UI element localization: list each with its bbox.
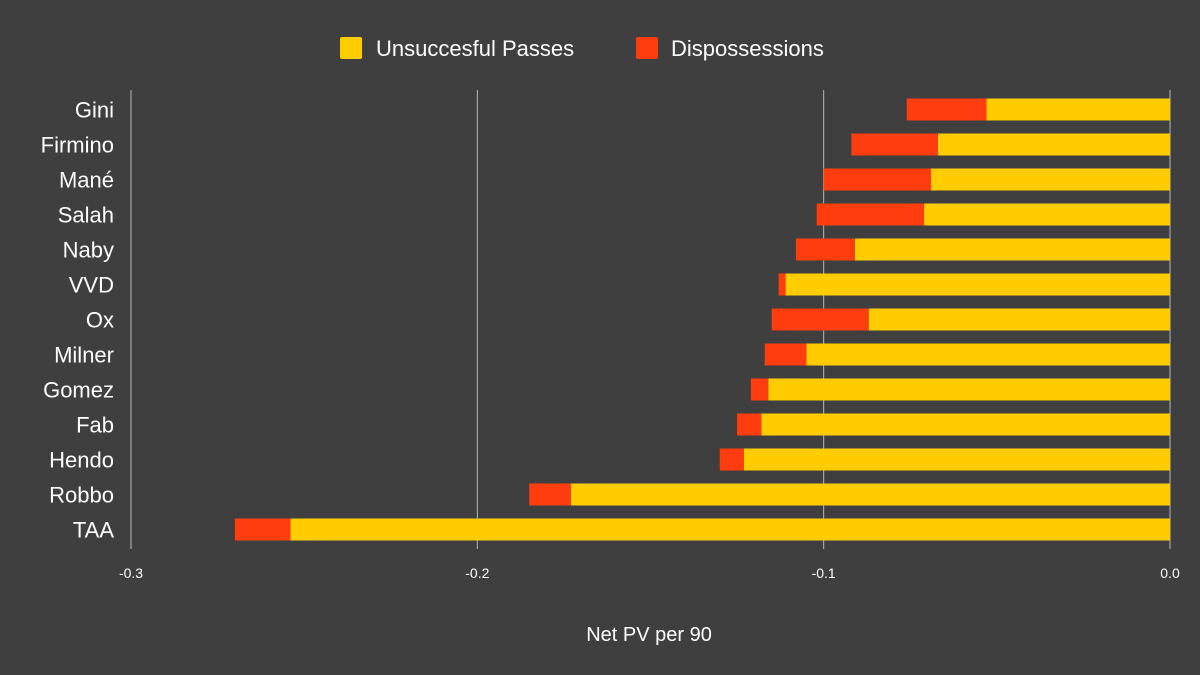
bar-dispossessions: [851, 133, 938, 156]
bars: [234, 98, 1170, 541]
bar-dispossessions: [737, 413, 762, 436]
category-label: Hendo: [49, 448, 114, 473]
category-label: Salah: [58, 203, 114, 228]
bar-unsuccessful-passes: [931, 168, 1170, 191]
bar-dispossessions: [529, 483, 571, 506]
x-tick-label: -0.3: [119, 565, 143, 581]
bar-dispossessions: [795, 238, 855, 261]
bar-dispossessions: [750, 378, 769, 401]
bar-unsuccessful-passes: [854, 238, 1170, 261]
bar-unsuccessful-passes: [806, 343, 1170, 366]
bar-unsuccessful-passes: [868, 308, 1170, 331]
category-label: Mané: [59, 168, 114, 193]
category-label: Gini: [75, 98, 114, 123]
x-axis-title: Net PV per 90: [586, 624, 712, 646]
category-label: TAA: [73, 518, 114, 543]
category-label: Gomez: [43, 378, 114, 403]
bar-dispossessions: [816, 203, 925, 226]
category-label: Firmino: [41, 133, 114, 158]
x-tick-label: -0.1: [812, 565, 836, 581]
bar-dispossessions: [823, 168, 932, 191]
bar-unsuccessful-passes: [761, 413, 1170, 436]
bar-dispossessions: [771, 308, 869, 331]
legend-label: Unsuccesful Passes: [376, 36, 574, 61]
bar-dispossessions: [764, 343, 807, 366]
category-label: VVD: [69, 273, 114, 298]
bar-unsuccessful-passes: [785, 273, 1170, 296]
bar-dispossessions: [719, 448, 745, 471]
bar-dispossessions: [234, 518, 291, 541]
bar-unsuccessful-passes: [744, 448, 1170, 471]
category-label: Fab: [76, 413, 114, 438]
bar-unsuccessful-passes: [924, 203, 1170, 226]
legend-swatch: [636, 37, 658, 59]
category-labels: Gini Firmino Mané Salah Naby VVD Ox Milner Gomez…: [41, 98, 115, 543]
bar-unsuccessful-passes: [570, 483, 1170, 506]
bar-dispossessions: [778, 273, 786, 296]
bar-unsuccessful-passes: [937, 133, 1170, 156]
bar-dispossessions: [906, 98, 987, 121]
category-label: Milner: [54, 343, 114, 368]
legend-label: Dispossessions: [671, 36, 824, 61]
x-tick-label: 0.0: [1160, 565, 1180, 581]
x-tick-labels: -0.3 -0.2 -0.1 0.0: [119, 565, 1180, 581]
category-label: Naby: [63, 238, 114, 263]
bar-unsuccessful-passes: [290, 518, 1170, 541]
x-tick-label: -0.2: [465, 565, 489, 581]
category-label: Robbo: [49, 483, 114, 508]
legend-swatch: [340, 37, 362, 59]
legend: Unsuccesful Passes Dispossessions: [340, 36, 824, 61]
bar-unsuccessful-passes: [986, 98, 1170, 121]
category-label: Ox: [86, 308, 114, 333]
bar-unsuccessful-passes: [768, 378, 1170, 401]
